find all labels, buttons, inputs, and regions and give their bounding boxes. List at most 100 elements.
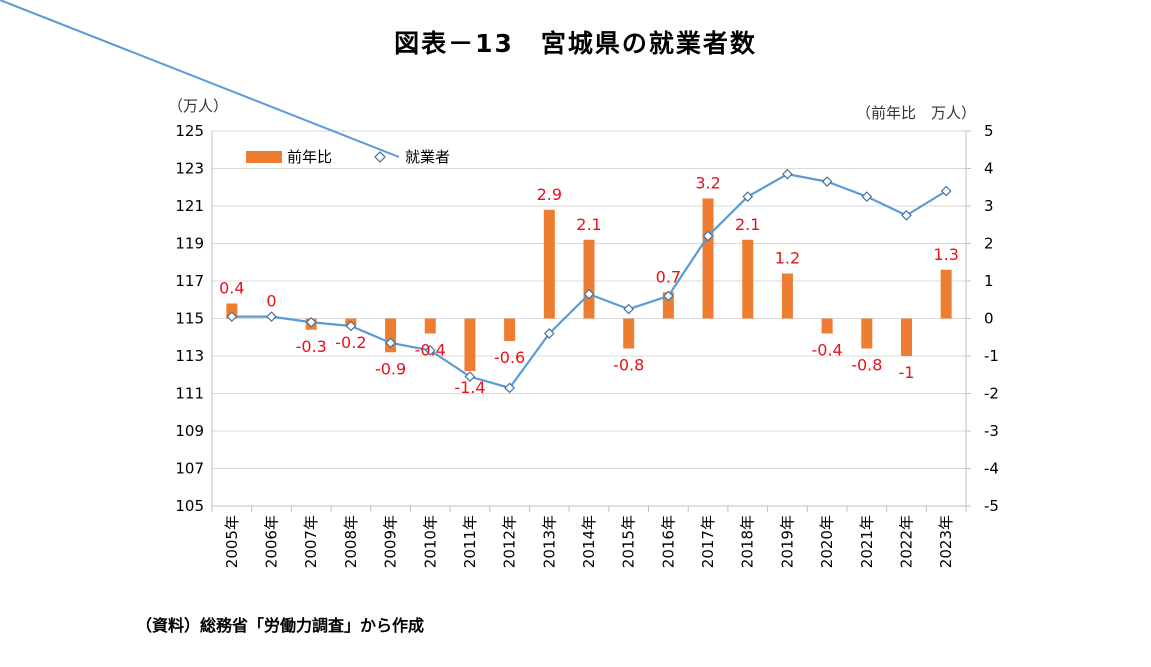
line-point xyxy=(940,185,952,197)
line-point xyxy=(543,328,555,339)
line-point xyxy=(821,176,833,187)
category-label: 2014年 xyxy=(580,515,598,568)
line-point xyxy=(663,290,674,302)
line-point xyxy=(504,382,515,394)
category-label: 2013年 xyxy=(540,515,558,568)
right-tick-label: 3 xyxy=(984,197,994,215)
right-tick-label: -3 xyxy=(984,422,999,440)
category-label: 2012年 xyxy=(501,515,519,568)
legend-line-marker xyxy=(374,151,386,163)
bar xyxy=(742,239,754,319)
category-label: 2022年 xyxy=(897,515,915,568)
line-point xyxy=(226,311,238,322)
category-label: 2010年 xyxy=(421,515,439,568)
bar-data-label: -1 xyxy=(898,363,914,382)
bar xyxy=(583,239,595,319)
left-tick-label: 109 xyxy=(175,422,204,440)
bar-data-label: -1.4 xyxy=(454,378,485,397)
left-tick-label: 121 xyxy=(175,197,204,215)
category-label: 2019年 xyxy=(778,515,796,568)
category-label: 2018年 xyxy=(739,515,757,568)
category-label: 2007年 xyxy=(302,515,320,568)
bar-data-label: 1.2 xyxy=(775,249,800,268)
right-tick-label: 2 xyxy=(984,235,994,253)
line-point xyxy=(385,337,396,349)
left-tick-label: 119 xyxy=(175,235,204,253)
category-label: 2006年 xyxy=(263,515,281,568)
line-point xyxy=(424,345,436,356)
bar xyxy=(623,318,635,349)
bar-data-label: -0.9 xyxy=(375,359,406,378)
bar xyxy=(662,292,674,319)
right-axis-unit: （前年比 万人） xyxy=(856,104,976,122)
line-point xyxy=(742,191,754,202)
bar-data-label: -0.6 xyxy=(494,348,525,367)
bar xyxy=(781,273,793,319)
bar-data-label: -0.8 xyxy=(613,356,644,375)
axes-layer: 105107109111113115117119121123125-5-4-3-… xyxy=(175,122,999,568)
left-tick-label: 117 xyxy=(175,272,204,290)
bar xyxy=(226,303,238,319)
source-note: （資料）総務省「労働力調査」から作成 xyxy=(136,616,425,635)
bar xyxy=(940,269,952,319)
line-point xyxy=(266,311,277,322)
right-tick-label: 4 xyxy=(984,160,994,178)
legend-line-label: 就業者 xyxy=(405,148,450,166)
bar-data-label: -0.3 xyxy=(296,337,327,356)
bar xyxy=(861,318,873,349)
bar-data-label: 0.4 xyxy=(219,279,244,298)
line-point xyxy=(305,316,317,328)
left-axis-unit: （万人） xyxy=(168,97,228,115)
bar xyxy=(543,209,555,319)
bar xyxy=(702,198,714,319)
category-label: 2015年 xyxy=(620,515,638,568)
bar-data-label: -0.4 xyxy=(811,341,842,360)
right-tick-label: 5 xyxy=(984,122,994,140)
labels-layer: 0.4 0 -0.3 -0.2 -0.9 -0.4 -1.4 -0.6 2.9 2.1 -0.8 0.… xyxy=(219,174,959,398)
legend-bar-swatch xyxy=(246,151,282,163)
left-tick-label: 111 xyxy=(175,385,204,403)
left-tick-label: 125 xyxy=(175,122,204,140)
bar-data-label: -0.4 xyxy=(415,341,446,360)
bar-data-label: 1.3 xyxy=(933,245,958,264)
category-label: 2016年 xyxy=(659,515,677,568)
right-tick-label: -5 xyxy=(984,497,999,515)
right-tick-label: -4 xyxy=(984,460,999,478)
legend-line-swatch xyxy=(0,0,400,158)
right-tick-label: 1 xyxy=(984,272,994,290)
bar-data-label: 2.1 xyxy=(735,215,760,234)
category-label: 2020年 xyxy=(818,515,836,568)
line-point xyxy=(583,288,595,300)
left-tick-label: 113 xyxy=(175,347,204,365)
legend-bar-label: 前年比 xyxy=(287,148,332,166)
bar-data-label: -0.2 xyxy=(335,333,366,352)
right-tick-label: 0 xyxy=(984,310,994,328)
bar-data-label: 0.7 xyxy=(656,267,681,286)
category-label: 2008年 xyxy=(342,515,360,568)
bar xyxy=(504,318,516,341)
legend: 前年比 就業者 xyxy=(0,0,450,166)
chart-title: 図表－13 宮城県の就業者数 xyxy=(394,29,757,58)
bar xyxy=(385,318,397,353)
category-label: 2011年 xyxy=(461,515,479,568)
bar-data-label: 3.2 xyxy=(695,174,720,193)
left-tick-label: 107 xyxy=(175,460,204,478)
right-tick-label: -1 xyxy=(984,347,999,365)
left-tick-label: 105 xyxy=(175,497,204,515)
bar xyxy=(424,318,436,334)
bar-data-label: 2.9 xyxy=(537,185,562,204)
left-tick-label: 123 xyxy=(175,160,204,178)
bar xyxy=(900,318,912,356)
bar xyxy=(821,318,833,334)
line-point xyxy=(345,320,357,332)
left-tick-label: 115 xyxy=(175,310,204,328)
bar xyxy=(464,318,476,371)
bar-data-label: -0.8 xyxy=(851,356,882,375)
category-label: 2023年 xyxy=(937,515,955,568)
line-point xyxy=(782,168,793,180)
right-tick-label: -2 xyxy=(984,385,999,403)
line-point xyxy=(702,230,714,242)
line-point xyxy=(861,191,873,202)
line-point xyxy=(901,210,912,221)
